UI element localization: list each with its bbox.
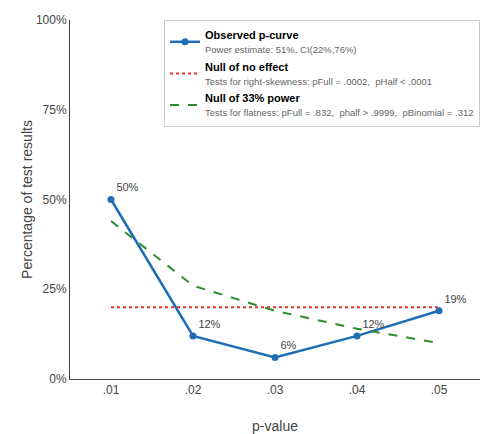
svg-text:.05: .05 — [431, 383, 448, 397]
svg-text:12%: 12% — [362, 318, 384, 330]
svg-text:12%: 12% — [198, 318, 220, 330]
svg-text:6%: 6% — [280, 339, 296, 351]
svg-text:0%: 0% — [49, 372, 67, 386]
svg-text:.01: .01 — [103, 383, 120, 397]
svg-text:.04: .04 — [349, 383, 366, 397]
svg-text:.03: .03 — [267, 383, 284, 397]
svg-text:100%: 100% — [36, 13, 67, 27]
svg-text:25%: 25% — [43, 282, 67, 296]
svg-text:19%: 19% — [444, 293, 466, 305]
svg-text:Null of no effectTests for rig: Null of no effectTests for right-skewnes… — [205, 61, 432, 87]
svg-text:75%: 75% — [43, 103, 67, 117]
svg-text:Percentage of test results: Percentage of test results — [19, 120, 35, 279]
svg-text:50%: 50% — [116, 181, 138, 193]
svg-text:50%: 50% — [43, 193, 67, 207]
svg-text:.02: .02 — [185, 383, 202, 397]
svg-text:p-value: p-value — [252, 418, 298, 434]
svg-text:Observed p-curvePower estimate: Observed p-curvePower estimate: 51%, CI(… — [205, 29, 357, 55]
svg-text:Null of 33% powerTests for fla: Null of 33% powerTests for flatness: pFu… — [205, 92, 474, 118]
